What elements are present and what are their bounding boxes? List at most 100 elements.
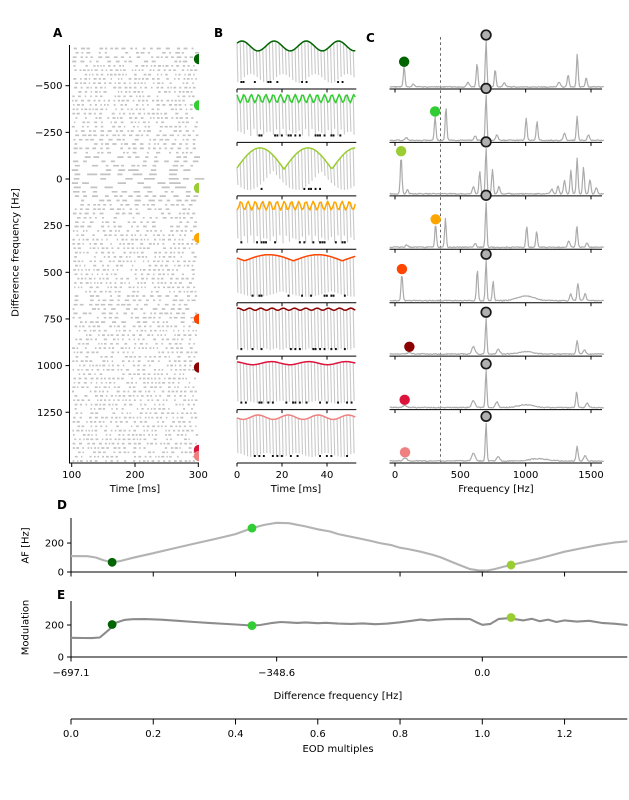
eod-axis-tick-label: 0.4 [228,729,244,740]
panel-c-af-dot [399,394,410,406]
panel-c-xtick-label: 1000 [513,470,538,481]
panel-b-carrier [236,414,355,458]
panel-c-xlabel: Frequency [Hz] [458,484,534,495]
panel-e-ytick-label: 200 [45,621,64,632]
panel-a-ytick-label: −250 [35,128,62,139]
panel-c-letter: C [366,31,375,45]
panel-e-xlabel: Difference frequency [Hz] [273,691,403,702]
panel-e-ytick-label: 0 [58,653,64,664]
panel-c-eod-marker [480,410,492,423]
panel-e-letter: E [57,588,66,602]
panel-a-dfreq-marker [193,362,199,373]
eod-axis-tick-label: 1.2 [557,729,573,740]
panel-b-xtick-label: 20 [276,470,289,481]
panel-b-envelope [236,253,356,262]
panel-a-letter: A [53,26,63,40]
panel-d-dot [247,523,257,533]
panel-c-af-dot [399,447,411,458]
panel-a-dfreq-marker [193,313,199,325]
panel-b-carrier [236,41,355,84]
panel-d-ytick-label: 0 [58,568,64,579]
panel-e-curve [70,617,628,640]
eod-axis-label: EOD multiples [302,744,374,755]
panel-b-carrier [236,147,355,190]
panel-c-eod-marker [480,82,492,95]
panel-a-xtick-label: 100 [62,470,81,481]
panel-b-carrier [236,308,355,351]
panel-d-curve [70,521,628,572]
panel-a-ylabel: Difference frequency [Hz] [10,188,22,317]
panel-c-af-dot [395,145,407,157]
panel-e-xtick-label: −348.6 [258,668,295,679]
panel-e-xtick-label: 0.0 [474,668,490,679]
panel-a-ytick-label: 250 [43,221,62,232]
panel-d-dot [107,557,117,567]
panel-b-envelope [236,147,356,170]
panel-c-spectrum [389,318,605,356]
panel-e-dot [107,620,117,629]
panel-e-xtick-label: −697.1 [52,668,89,679]
panel-b-xlabel: Time [ms] [270,484,322,495]
panel-c-spectrum [389,259,605,302]
panel-e-ylabel: Modulation [20,599,32,656]
panel-b-carrier [236,254,355,297]
panel-b-carrier [236,361,355,404]
panel-a-ytick-label: 1250 [37,408,62,419]
panel-a-xtick-label: 200 [125,470,144,481]
panel-c-xtick-label: 0 [392,470,398,481]
panel-c-af-dot [429,106,441,117]
panel-a-dfreq-marker [193,232,199,244]
panel-b-envelope [236,200,357,211]
panel-a-ytick-label: 750 [43,314,62,325]
panel-c-xtick-label: 1500 [578,470,603,481]
panel-c-eod-marker [480,189,492,201]
panel-b-envelope [236,360,356,366]
panel-a-ytick-label: 500 [43,268,62,279]
panel-b-envelope [236,414,356,421]
eod-axis-tick-label: 0.8 [392,729,408,740]
panel-c-spectrum [389,94,605,142]
panel-c-eod-marker [480,248,492,260]
panel-c-af-dot [404,341,415,352]
panel-a-ytick-label: 1000 [37,361,62,372]
panel-c-spectrum [389,422,604,462]
eod-axis-tick-label: 0.0 [63,729,79,740]
panel-c-eod-marker [480,358,492,370]
panel-b-xtick-label: 40 [321,470,334,481]
panel-c-xtick-label: 500 [451,470,470,481]
panel-a-dfreq-marker [193,100,199,111]
panel-c-eod-marker [480,306,492,318]
panel-e-dot [247,621,257,631]
panel-c-af-dot [398,56,410,67]
panel-c-spectrum [389,369,604,409]
panel-a-dfreq-marker [193,53,199,65]
panel-a-ytick-label: 0 [56,175,62,186]
panel-a-raster [71,47,205,462]
panel-b-envelope [236,40,356,52]
panel-a-spines [69,45,199,464]
panel-c-eod-marker [480,29,492,41]
panel-b-letter: B [214,26,224,40]
panel-c-eod-marker [480,136,492,148]
panel-a-dfreq-marker [193,182,199,194]
panel-b-carrier [236,94,355,137]
panel-e-spines [70,601,628,658]
eod-axis-tick-label: 0.6 [310,729,326,740]
panel-a-ytick-label: −500 [35,81,62,92]
panel-e-dot [506,613,516,622]
panel-b-carrier [236,201,355,244]
panel-c-spectrum [389,148,604,195]
panel-a-xlabel: Time [ms] [109,484,161,495]
panel-b-envelope [236,93,356,104]
panel-b-xtick-label: 0 [234,470,240,481]
panel-a-xtick-label: 300 [189,470,208,481]
panel-d-ytick-label: 200 [45,539,64,550]
panel-d-spines [70,518,628,573]
eod-axis-tick-label: 1.0 [474,729,490,740]
panel-b-envelope [236,307,356,312]
eod-axis-tick-label: 0.2 [145,729,161,740]
panel-c-af-dot [396,263,408,275]
panel-d-letter: D [57,498,67,512]
